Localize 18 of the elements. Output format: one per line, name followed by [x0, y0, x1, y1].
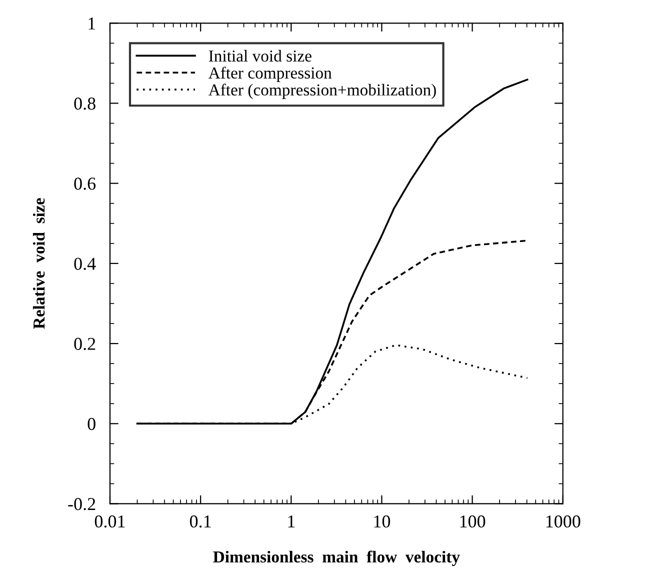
legend-label: After (compression+mobilization): [208, 84, 436, 99]
y-tick-label: 0.2: [74, 338, 96, 350]
legend-label: After compression: [208, 66, 332, 82]
y-tick-label: 0: [88, 418, 96, 430]
y-tick-label: 0.6: [74, 178, 96, 190]
y-axis-title: Relative void size: [32, 198, 45, 329]
x-tick-label: 100: [460, 515, 486, 528]
x-tick-label: 0.01: [94, 515, 125, 528]
y-tick-label: -0.2: [68, 498, 96, 510]
x-tick-label: 1000: [546, 515, 580, 528]
x-axis-title: Dimensionless main flow velocity: [213, 550, 460, 566]
x-tick-label: 1: [288, 515, 295, 528]
y-tick-label: 1: [88, 18, 96, 30]
y-tick-label: 0.4: [74, 258, 96, 270]
x-tick-label: 0.1: [190, 515, 211, 528]
legend-label: Initial void size: [208, 50, 312, 62]
x-tick-label: 10: [374, 515, 390, 528]
y-tick-label: 0.8: [74, 98, 96, 110]
